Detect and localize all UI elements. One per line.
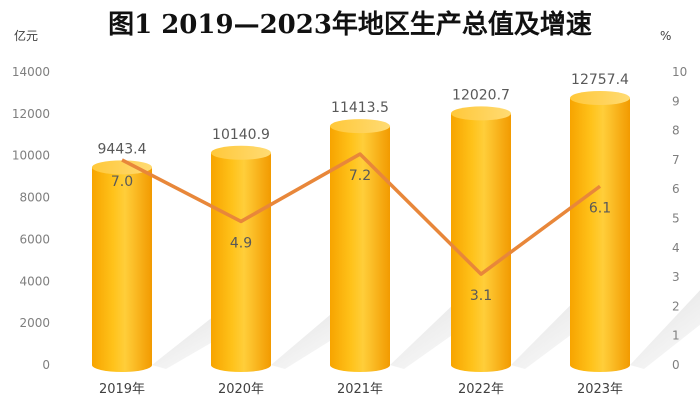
right-axis-tick: 10 xyxy=(672,65,687,79)
right-axis-tick: 8 xyxy=(672,124,680,138)
growth-line-series xyxy=(121,152,602,276)
right-axis-tick: 7 xyxy=(672,153,680,167)
bar-body xyxy=(570,98,630,372)
right-axis-tick: 4 xyxy=(672,241,680,255)
bar xyxy=(451,106,511,372)
bar-body xyxy=(211,152,271,372)
bar-value-label: 9443.4 xyxy=(98,141,147,157)
bar xyxy=(211,145,271,372)
bar-value-label: 10140.9 xyxy=(212,127,270,143)
right-axis-tick: 2 xyxy=(672,299,680,313)
bar-cap xyxy=(92,160,152,175)
category-label: 2020年 xyxy=(218,382,264,397)
left-axis-tick: 6000 xyxy=(19,232,50,246)
bar-shadow xyxy=(630,290,700,369)
bar-value-label: 12757.4 xyxy=(571,72,629,88)
growth-value-label: 6.1 xyxy=(589,200,611,216)
right-axis-tick: 0 xyxy=(672,358,680,372)
category-label: 2023年 xyxy=(577,382,623,397)
growth-line xyxy=(121,152,602,276)
bar-cap xyxy=(570,91,630,106)
bar xyxy=(330,119,390,373)
bar-body xyxy=(92,167,152,372)
bar-cap xyxy=(451,106,511,121)
left-axis-tick: 14000 xyxy=(12,65,50,79)
bar-value-label: 11413.5 xyxy=(331,100,389,116)
bar-body xyxy=(330,126,390,373)
left-axis-tick: 8000 xyxy=(19,191,50,205)
left-axis-unit: 亿元 xyxy=(14,28,38,43)
right-axis-tick: 6 xyxy=(672,182,680,196)
bar-series xyxy=(92,91,630,373)
bar-body xyxy=(451,113,511,372)
category-labels: 2019年 2020年 2021年 2022年 2023年 xyxy=(99,382,623,397)
growth-value-label: 4.9 xyxy=(230,235,252,251)
data-labels: 9443.4 10140.9 11413.5 12020.7 12757.4 7.0 4.9… xyxy=(98,72,630,304)
left-axis-tick: 4000 xyxy=(19,274,50,288)
left-axis-tick: 12000 xyxy=(12,107,50,121)
growth-value-label: 3.1 xyxy=(470,288,492,304)
left-axis-tick: 2000 xyxy=(19,316,50,330)
right-axis-tick: 5 xyxy=(672,212,680,226)
right-axis-ticks: 0 1 2 3 4 5 6 7 8 9 10 xyxy=(672,65,687,372)
bar-value-label: 12020.7 xyxy=(452,87,510,103)
left-axis-tick: 0 xyxy=(42,358,50,372)
chart-title: 图1 2019—2023年地区生产总值及增速 xyxy=(108,9,592,40)
bar-cap xyxy=(211,145,271,160)
category-label: 2021年 xyxy=(337,382,383,397)
bar-cap xyxy=(330,119,390,134)
category-label: 2022年 xyxy=(458,382,504,397)
left-axis-tick: 10000 xyxy=(12,149,50,163)
right-axis-tick: 1 xyxy=(672,329,680,343)
growth-value-label: 7.2 xyxy=(349,168,371,184)
right-axis-unit: % xyxy=(660,29,671,43)
category-label: 2019年 xyxy=(99,382,145,397)
bar xyxy=(92,160,152,372)
growth-value-label: 7.0 xyxy=(111,174,133,190)
right-axis-tick: 3 xyxy=(672,270,680,284)
right-axis-tick: 9 xyxy=(672,94,680,108)
bar xyxy=(570,91,630,372)
left-axis-ticks: 0 2000 4000 6000 8000 10000 12000 14000 xyxy=(12,65,50,372)
